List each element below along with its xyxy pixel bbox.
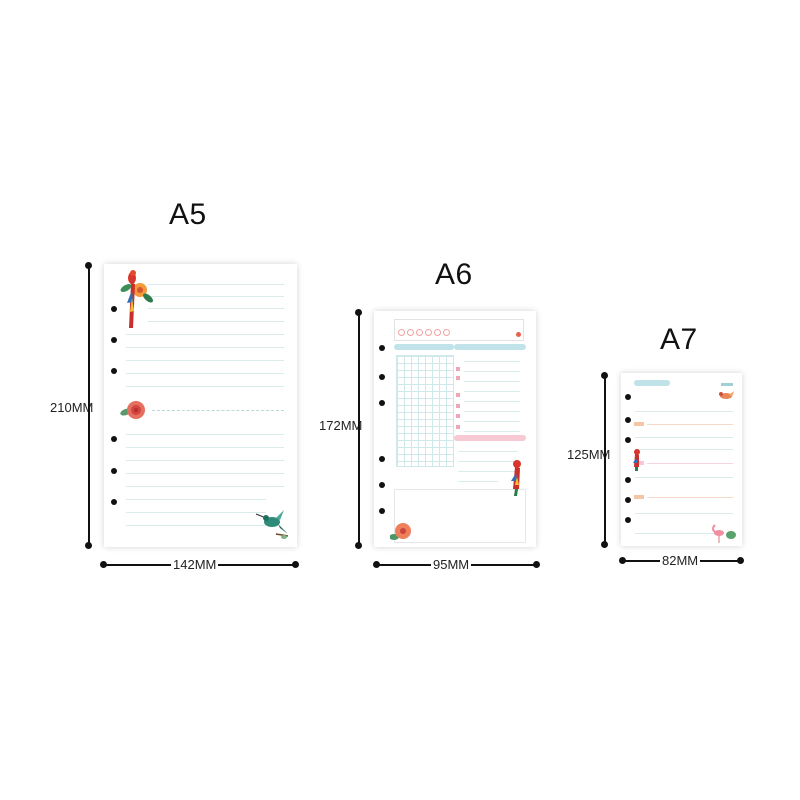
a7-width-label: 82MM [660,553,701,568]
a7-width-dot-left [619,557,626,564]
a7-ring-hole [625,517,631,523]
a6-height-label: 172MM [319,418,363,433]
a5-ring-hole [111,306,117,312]
a5-height-label: 210MM [50,400,94,415]
a5-size-label: A5 [169,198,207,231]
a6-ring-hole [379,374,385,380]
a7-size-label: A7 [660,323,698,356]
a5-ring-hole [111,337,117,343]
a7-height-dot-top [601,372,608,379]
a7-bird-illustration [719,391,734,399]
a5-height-dot-bottom [85,542,92,549]
a7-header-mark [721,383,733,386]
a6-page [374,311,536,547]
a7-ring-hole [625,477,631,483]
a6-hibiscus-illustration [390,523,411,540]
a7-height-line [604,375,606,545]
a7-ring-hole [625,417,631,423]
a5-ring-hole [111,499,117,505]
a5-rose-illustration [120,401,145,419]
a5-ring-hole [111,368,117,374]
a7-height-label: 125MM [567,447,611,462]
a6-width-label: 95MM [431,557,472,572]
a6-ring-hole [379,400,385,406]
a5-ring-hole [111,468,117,474]
a7-page [621,373,742,546]
a6-reminder-banner [454,435,526,441]
a7-ring-hole [625,437,631,443]
a6-size-label: A6 [435,258,473,291]
a7-ring-hole [625,497,631,503]
a6-width-dot-right [533,561,540,568]
a7-title-banner [634,380,670,386]
a7-ring-hole [625,394,631,400]
a5-parrot-flower-illustration [120,270,153,328]
a6-header-box [394,319,524,341]
a6-todo-banner [454,344,526,350]
a6-ring-hole [379,508,385,514]
a7-flamingo-illustration [712,524,736,543]
a5-width-dot-left [100,561,107,568]
a6-parrot-illustration [511,460,521,496]
a6-width-dot-left [373,561,380,568]
a7-parrot-illustration [633,449,640,471]
a6-ring-hole [379,456,385,462]
a5-ring-hole [111,436,117,442]
a6-ring-hole [379,345,385,351]
a6-height-line [358,313,360,546]
a6-header-dot [516,332,521,337]
a6-schedule-banner [394,344,454,350]
a6-notes-box [394,489,526,543]
a5-width-dot-right [292,561,299,568]
a6-schedule-grid [396,355,454,467]
a7-width-dot-right [737,557,744,564]
a5-page [104,264,297,547]
a7-height-dot-bottom [601,541,608,548]
a5-width-label: 142MM [171,557,219,572]
a5-height-dot-top [85,262,92,269]
a5-hummingbird-illustration [255,510,289,539]
a5-height-line [88,266,90,546]
a6-height-dot-bottom [355,542,362,549]
a6-ring-hole [379,482,385,488]
a6-height-dot-top [355,309,362,316]
